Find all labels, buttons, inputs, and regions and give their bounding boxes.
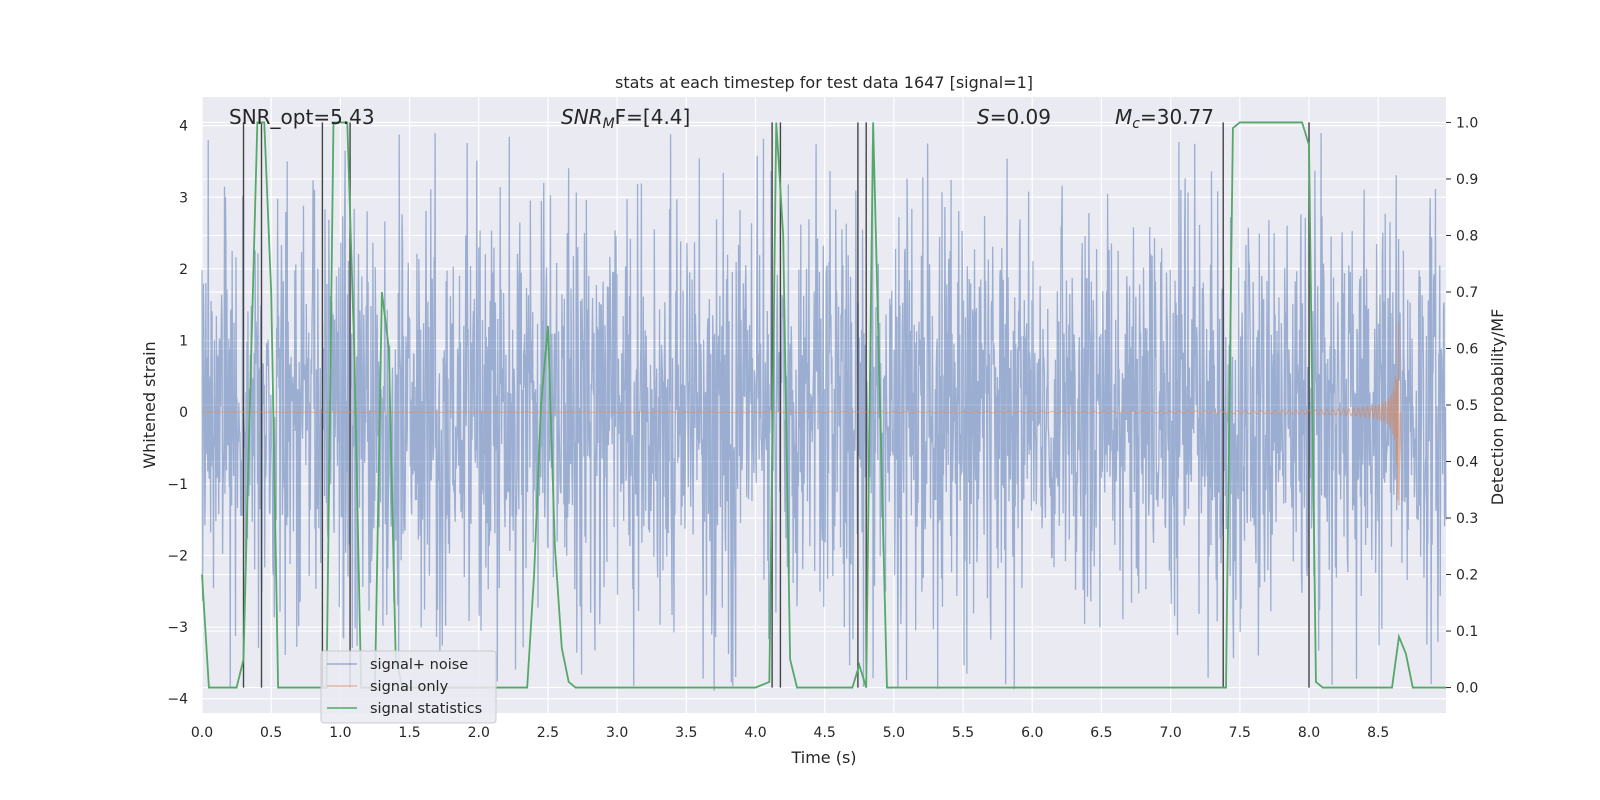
x-tick-label: 3.5 [675, 725, 697, 741]
y2-tick-label: 0.7 [1456, 285, 1478, 301]
y-tick-label: 2 [179, 262, 188, 278]
annotation-s: S=0.09 [977, 105, 1051, 129]
noise-trace [201, 133, 1447, 691]
statistics-trace [201, 121, 1446, 689]
y2-tick-labels: 0.0 0.1 0.2 0.3 0.4 0.5 0.6 0.7 0.8 0.9 1.0 [1446, 115, 1478, 697]
s-prefix: S [977, 105, 990, 129]
x-tick-label: 2.0 [468, 725, 490, 741]
legend-box [320, 650, 497, 724]
y-tick-label: 1 [179, 334, 188, 350]
legend-label-signal: signal only [370, 679, 449, 695]
x-tick-label: 6.5 [1090, 725, 1112, 741]
x-tick-label: 7.5 [1229, 725, 1251, 741]
y-tick-label: −2 [167, 548, 188, 564]
x-tick-label: 8.0 [1298, 725, 1320, 741]
chart-title: stats at each timestep for test data 164… [615, 73, 1033, 92]
mc-prefix: M [1115, 105, 1132, 129]
signal-noise-series [201, 133, 1447, 691]
y2-tick-label: 0.9 [1456, 172, 1478, 188]
legend: signal+ noise signal only signal statist… [320, 650, 497, 724]
y2-tick-label: 0.2 [1456, 568, 1478, 584]
legend-label-noise: signal+ noise [370, 657, 468, 673]
snr-mf-prefix: SNR [561, 105, 603, 129]
y2-tick-label: 0.6 [1456, 341, 1478, 357]
y-tick-labels: −4 −3 −2 −1 0 1 2 3 4 [167, 119, 188, 708]
x-tick-label: 1.5 [398, 725, 420, 741]
x-tick-label: 8.5 [1367, 725, 1389, 741]
y-tick-label: −1 [167, 477, 188, 493]
y2-tick-label: 0.0 [1456, 681, 1478, 697]
x-axis-label: Time (s) [790, 748, 856, 767]
legend-label-stats: signal statistics [370, 701, 482, 717]
signal-only-series [201, 322, 1401, 506]
signal-trace [201, 322, 1401, 506]
annotation-mc: Mc=30.77 [1115, 105, 1214, 132]
x-tick-label: 4.5 [814, 725, 836, 741]
y-tick-label: 0 [179, 405, 188, 421]
y2-axis-label: Detection probability/MF [1488, 309, 1507, 506]
y2-tick-label: 0.4 [1456, 455, 1478, 471]
x-tick-label: 4.0 [744, 725, 766, 741]
annotation-snr-opt: SNR_opt=5.43 [229, 105, 375, 129]
x-tick-label: 5.5 [952, 725, 974, 741]
snr-mf-subscript: M [603, 116, 615, 132]
x-tick-label: 0.5 [260, 725, 282, 741]
annotation-snr-mf: SNRMF=[4.4] [561, 105, 690, 132]
y2-tick-label: 0.5 [1456, 398, 1478, 414]
y2-tick-label: 0.3 [1456, 511, 1478, 527]
x-tick-labels: 0.0 0.5 1.0 1.5 2.0 2.5 3.0 3.5 4.0 4.5 5.0 5.5 6.0 6… [191, 725, 1389, 741]
x-tick-label: 6.0 [1021, 725, 1043, 741]
mc-subscript: c [1132, 116, 1140, 132]
signal-statistics-series [201, 121, 1446, 689]
snr-mf-suffix: F=[4.4] [615, 105, 691, 129]
mc-suffix: =30.77 [1140, 105, 1214, 129]
y-tick-label: −3 [167, 620, 188, 636]
y2-tick-label: 0.8 [1456, 228, 1478, 244]
x-tick-label: 7.0 [1159, 725, 1181, 741]
x-tick-label: 1.0 [329, 725, 351, 741]
y2-tick-label: 1.0 [1456, 115, 1478, 131]
s-suffix: =0.09 [990, 105, 1051, 129]
x-tick-label: 3.0 [606, 725, 628, 741]
y-axis-label: Whitened strain [140, 341, 159, 468]
y-tick-label: 4 [179, 119, 188, 135]
x-tick-label: 2.5 [537, 725, 559, 741]
y-tick-label: −4 [167, 692, 188, 708]
x-tick-label: 0.0 [191, 725, 213, 741]
x-tick-label: 5.0 [883, 725, 905, 741]
y2-tick-label: 0.1 [1456, 624, 1478, 640]
y-tick-label: 3 [179, 190, 188, 206]
